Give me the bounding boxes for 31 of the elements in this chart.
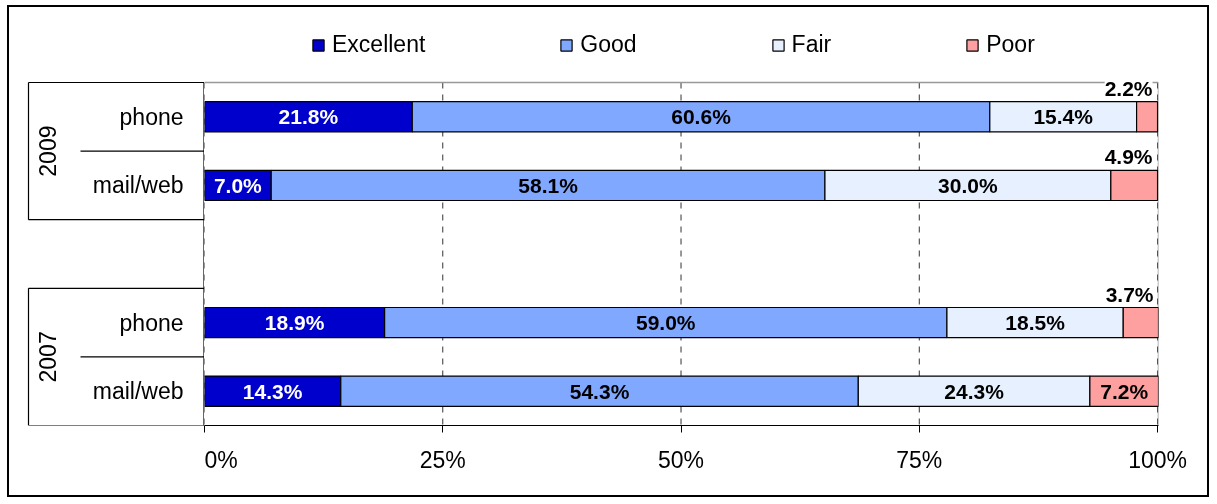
legend-label: Excellent <box>332 31 426 58</box>
data-label: 2.2% <box>1104 76 1153 100</box>
x-tick-label: 0% <box>204 446 238 473</box>
y-tick-label: mail/web <box>92 172 184 199</box>
x-tick-label: 50% <box>658 446 705 473</box>
data-label: 7.2% <box>1100 379 1149 403</box>
y-tick-label: phone <box>119 309 184 336</box>
x-tick-label: 25% <box>419 446 466 473</box>
x-tick-label: 75% <box>896 446 943 473</box>
data-label: 59.0% <box>636 311 696 335</box>
legend-label: Good <box>580 31 637 58</box>
data-label: 15.4% <box>1033 105 1094 129</box>
data-label: 14.3% <box>242 379 303 403</box>
data-label: 58.1% <box>518 173 579 197</box>
data-label: 21.8% <box>278 105 339 129</box>
text: 2009 <box>35 125 61 177</box>
data-label: 7.0% <box>213 173 263 197</box>
data-label: 60.6% <box>671 105 732 129</box>
text: 2007 <box>35 331 61 383</box>
y-tick-label: mail/web <box>92 378 184 405</box>
legend-label: Poor <box>986 31 1035 58</box>
data-label: 24.3% <box>944 379 1005 403</box>
data-label: 54.3% <box>569 379 630 403</box>
data-label: 30.0% <box>938 173 998 197</box>
data-label: 18.9% <box>264 311 325 335</box>
data-label: 18.5% <box>1005 311 1066 335</box>
data-label: 3.7% <box>1105 282 1154 306</box>
data-label: 4.9% <box>1104 145 1153 169</box>
x-tick-label: 100% <box>1128 446 1187 473</box>
legend-label: Fair <box>791 31 832 58</box>
y-tick-label: phone <box>119 103 184 130</box>
